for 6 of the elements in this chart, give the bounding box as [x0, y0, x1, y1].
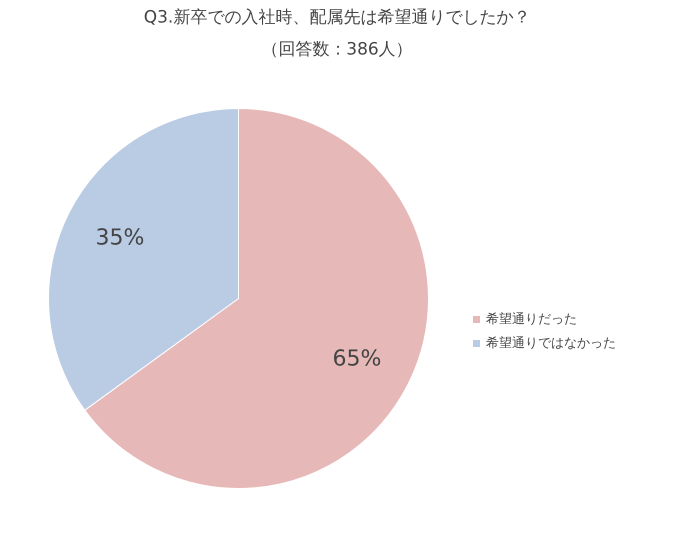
chart-title: Q3.新卒での入社時、配属先は希望通りでしたか？ — [144, 8, 530, 28]
legend-label: 希望通りだった — [486, 311, 577, 328]
chart-subtitle: （回答数：386人） — [261, 40, 413, 60]
data-label: 35% — [96, 226, 144, 251]
data-label: 65% — [332, 346, 382, 372]
legend-label: 希望通りではなかった — [486, 335, 616, 352]
